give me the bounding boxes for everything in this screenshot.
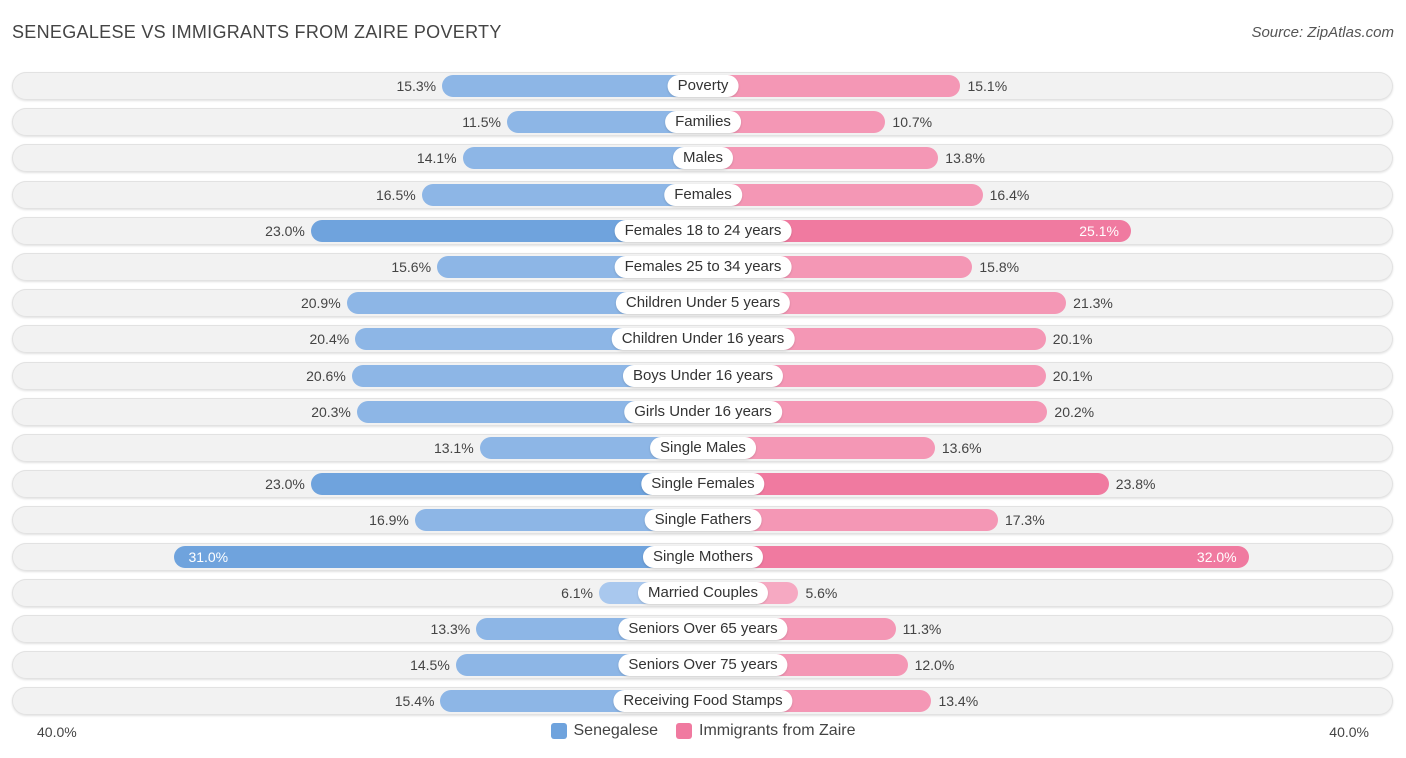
value-label-immigrants-from-zaire-seniors-over-75-years: 12.0% — [914, 657, 955, 674]
value-label-immigrants-from-zaire-single-males: 13.6% — [941, 440, 982, 456]
value-label-senegalese-children-under-5-years: 20.9% — [300, 295, 341, 312]
legend-swatch-senegalese — [550, 723, 567, 739]
category-label-males: Males — [672, 147, 734, 170]
category-label-poverty: Poverty — [667, 75, 739, 97]
legend-swatch-immigrants-from-zaire — [676, 723, 693, 739]
value-label-senegalese-males: 14.1% — [416, 150, 457, 167]
category-label-single-mothers: Single Mothers — [642, 545, 764, 568]
value-label-immigrants-from-zaire-single-females: 23.8% — [1115, 476, 1156, 493]
value-label-immigrants-from-zaire-females: 16.4% — [989, 186, 1030, 203]
bar-immigrants-from-zaire-single-fathers[interactable] — [703, 509, 998, 532]
value-label-senegalese-females: 16.5% — [375, 186, 416, 203]
category-label-females-25-to-34-years: Females 25 to 34 years — [614, 256, 792, 278]
bar-senegalese-single-males[interactable] — [479, 437, 703, 459]
legend: Senegalese Immigrants from Zaire — [0, 722, 1406, 740]
value-label-senegalese-boys-under-16-years: 20.6% — [306, 367, 346, 384]
value-label-immigrants-from-zaire-children-under-16-years: 20.1% — [1052, 331, 1093, 348]
bar-senegalese-females[interactable] — [421, 183, 703, 206]
value-label-immigrants-from-zaire-receiving-food-stamps: 13.4% — [938, 693, 979, 710]
value-label-senegalese-females-18-to-24-years: 23.0% — [265, 222, 305, 239]
bar-senegalese-single-fathers[interactable] — [414, 509, 703, 532]
legend-item-senegalese[interactable]: Senegalese — [550, 722, 659, 740]
value-label-senegalese-single-mothers: 31.0% — [188, 548, 229, 565]
bar-senegalese-children-under-5-years[interactable] — [346, 292, 703, 315]
value-label-immigrants-from-zaire-poverty: 15.1% — [967, 78, 1008, 94]
category-label-seniors-over-75-years: Seniors Over 75 years — [618, 654, 788, 677]
bar-senegalese-girls-under-16-years[interactable] — [356, 400, 703, 423]
value-label-immigrants-from-zaire-girls-under-16-years: 20.2% — [1054, 403, 1095, 420]
bar-immigrants-from-zaire-single-females[interactable] — [703, 473, 1109, 496]
bar-immigrants-from-zaire-single-males[interactable] — [703, 437, 935, 459]
axis-left-label: 40.0% — [37, 724, 77, 740]
bar-immigrants-from-zaire-males[interactable] — [703, 147, 939, 170]
category-label-receiving-food-stamps: Receiving Food Stamps — [613, 690, 793, 713]
bar-senegalese-single-females[interactable] — [310, 473, 703, 496]
category-label-married-couples: Married Couples — [637, 581, 769, 604]
value-label-immigrants-from-zaire-seniors-over-65-years: 11.3% — [902, 621, 942, 637]
value-label-senegalese-poverty: 15.3% — [396, 78, 437, 94]
value-label-immigrants-from-zaire-females-25-to-34-years: 15.8% — [979, 259, 1020, 275]
value-label-senegalese-girls-under-16-years: 20.3% — [311, 403, 351, 420]
category-label-females: Females — [664, 183, 742, 206]
value-label-senegalese-seniors-over-65-years: 13.3% — [430, 621, 471, 637]
bar-immigrants-from-zaire-females-18-to-24-years[interactable] — [703, 219, 1131, 242]
value-label-immigrants-from-zaire-single-fathers: 17.3% — [1004, 512, 1045, 529]
category-label-boys-under-16-years: Boys Under 16 years — [622, 364, 784, 387]
category-label-single-males: Single Males — [650, 437, 756, 459]
bar-immigrants-from-zaire-single-mothers[interactable] — [703, 545, 1249, 568]
value-label-immigrants-from-zaire-married-couples: 5.6% — [805, 584, 838, 601]
bar-senegalese-poverty[interactable] — [442, 75, 703, 97]
value-label-senegalese-families: 11.5% — [462, 114, 501, 131]
bar-immigrants-from-zaire-poverty[interactable] — [703, 75, 961, 97]
category-label-families: Families — [665, 111, 741, 134]
value-label-senegalese-married-couples: 6.1% — [561, 584, 593, 601]
category-label-children-under-5-years: Children Under 5 years — [615, 292, 791, 315]
chart-title: SENEGALESE VS IMMIGRANTS FROM ZAIRE POVE… — [12, 22, 502, 42]
source-label: Source: ZipAtlas.com — [1251, 24, 1394, 41]
value-label-immigrants-from-zaire-males: 13.8% — [945, 150, 985, 167]
category-label-children-under-16-years: Children Under 16 years — [611, 328, 795, 351]
bar-immigrants-from-zaire-children-under-5-years[interactable] — [703, 292, 1067, 315]
value-label-senegalese-single-fathers: 16.9% — [369, 512, 409, 529]
bar-immigrants-from-zaire-boys-under-16-years[interactable] — [703, 364, 1046, 387]
value-label-senegalese-single-females: 23.0% — [265, 476, 305, 493]
bar-senegalese-single-mothers[interactable] — [174, 545, 703, 568]
value-label-senegalese-single-males: 13.1% — [433, 440, 474, 456]
bar-immigrants-from-zaire-families[interactable] — [703, 111, 886, 134]
axis-right-label: 40.0% — [1329, 724, 1369, 740]
legend-label-senegalese: Senegalese — [573, 722, 659, 739]
value-label-senegalese-receiving-food-stamps: 15.4% — [394, 693, 435, 710]
bar-senegalese-families[interactable] — [506, 111, 703, 134]
category-label-seniors-over-65-years: Seniors Over 65 years — [618, 618, 788, 640]
value-label-immigrants-from-zaire-females-18-to-24-years: 25.1% — [1079, 222, 1119, 239]
legend-label-immigrants-from-zaire: Immigrants from Zaire — [699, 722, 856, 739]
value-label-senegalese-females-25-to-34-years: 15.6% — [391, 259, 432, 275]
value-label-senegalese-children-under-16-years: 20.4% — [309, 331, 350, 348]
bar-senegalese-boys-under-16-years[interactable] — [351, 364, 703, 387]
value-label-senegalese-seniors-over-75-years: 14.5% — [410, 657, 450, 674]
value-label-immigrants-from-zaire-boys-under-16-years: 20.1% — [1052, 367, 1093, 384]
bar-senegalese-males[interactable] — [462, 147, 703, 170]
category-label-single-females: Single Females — [641, 473, 765, 496]
value-label-immigrants-from-zaire-single-mothers: 32.0% — [1196, 548, 1237, 565]
legend-item-immigrants-from-zaire[interactable]: Immigrants from Zaire — [676, 722, 855, 740]
bar-immigrants-from-zaire-girls-under-16-years[interactable] — [703, 400, 1048, 423]
value-label-immigrants-from-zaire-families: 10.7% — [892, 114, 933, 131]
bar-senegalese-females-18-to-24-years[interactable] — [310, 219, 703, 242]
category-label-single-fathers: Single Fathers — [644, 509, 762, 532]
category-label-females-18-to-24-years: Females 18 to 24 years — [614, 219, 792, 242]
value-label-immigrants-from-zaire-children-under-5-years: 21.3% — [1073, 295, 1113, 312]
bar-immigrants-from-zaire-females[interactable] — [703, 183, 983, 206]
category-label-girls-under-16-years: Girls Under 16 years — [624, 400, 782, 423]
